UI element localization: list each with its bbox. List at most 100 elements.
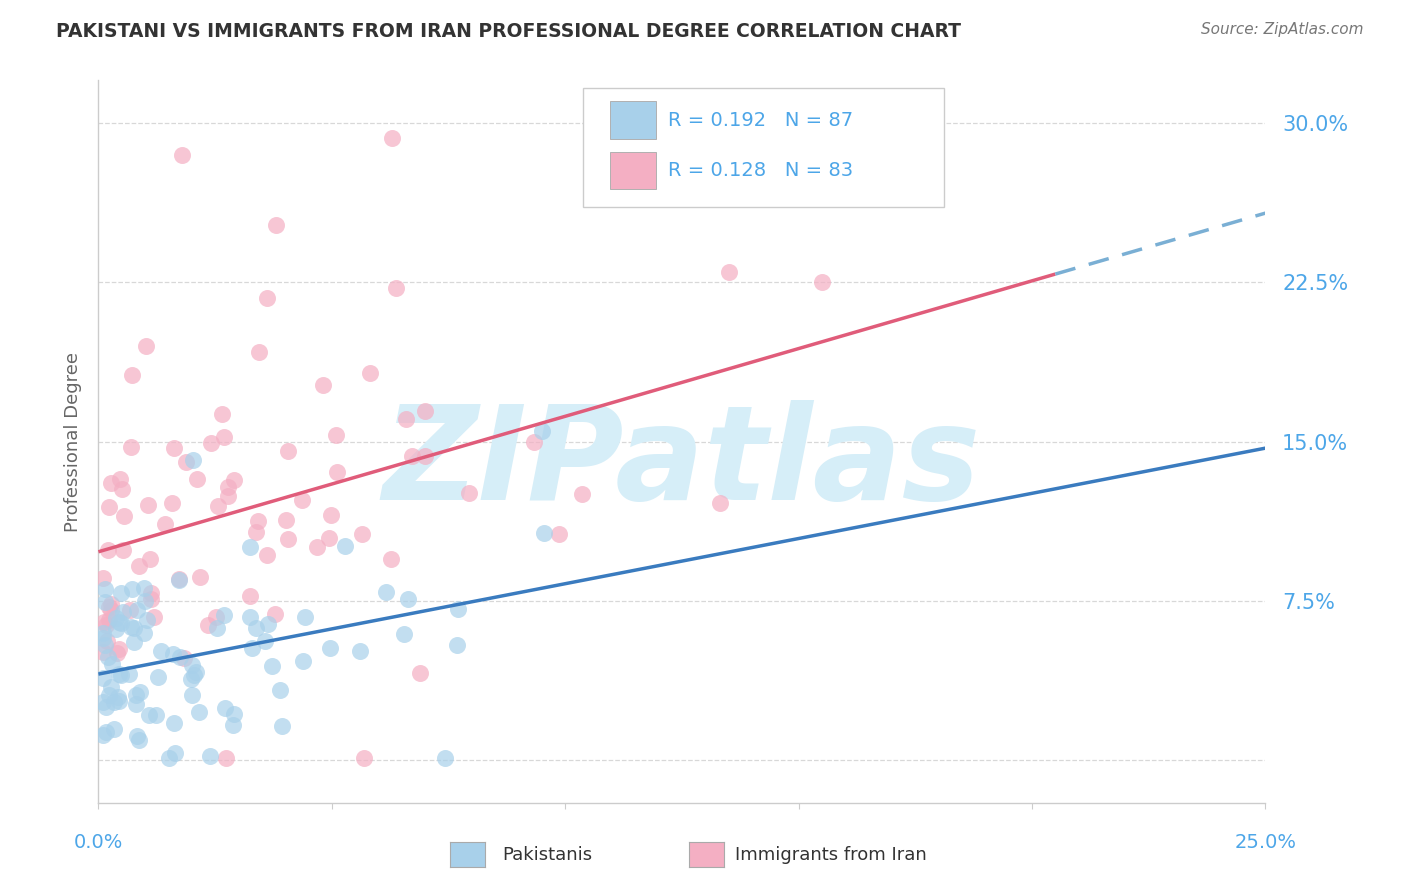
Point — [447, 602, 470, 616]
Point — [433, 751, 456, 765]
Point — [111, 482, 134, 496]
Point — [100, 603, 122, 617]
Point — [184, 665, 207, 680]
Point — [121, 582, 143, 596]
Point — [276, 513, 298, 527]
FancyBboxPatch shape — [610, 152, 657, 189]
Point — [107, 690, 129, 705]
Point — [717, 264, 740, 278]
Point — [128, 558, 150, 573]
Point — [245, 622, 267, 636]
Point — [530, 424, 553, 438]
Point — [205, 621, 228, 635]
Point — [181, 657, 204, 672]
Text: R = 0.192   N = 87: R = 0.192 N = 87 — [668, 111, 853, 129]
Point — [139, 552, 162, 566]
Point — [318, 531, 340, 545]
Point — [188, 570, 211, 584]
Point — [217, 489, 239, 503]
Text: R = 0.128   N = 83: R = 0.128 N = 83 — [668, 161, 853, 180]
Point — [163, 746, 186, 760]
Point — [121, 368, 143, 382]
Point — [97, 500, 120, 515]
Point — [211, 407, 233, 421]
Point — [138, 708, 160, 723]
Point — [101, 657, 124, 671]
Point — [122, 635, 145, 649]
Point — [375, 585, 398, 599]
Point — [93, 615, 115, 629]
Point — [104, 611, 127, 625]
Point — [128, 732, 150, 747]
Point — [239, 589, 262, 603]
Point — [205, 610, 228, 624]
Point — [132, 626, 155, 640]
Point — [291, 654, 314, 668]
Point — [257, 617, 280, 632]
Point — [94, 595, 117, 609]
Point — [198, 749, 221, 764]
Point — [163, 716, 186, 731]
Point — [325, 428, 347, 442]
Point — [239, 609, 262, 624]
Point — [326, 466, 349, 480]
Point — [392, 627, 415, 641]
Point — [181, 452, 204, 467]
Point — [135, 339, 157, 353]
Point — [91, 695, 114, 709]
Point — [122, 621, 145, 635]
Point — [125, 729, 148, 743]
Text: Source: ZipAtlas.com: Source: ZipAtlas.com — [1201, 22, 1364, 37]
Point — [305, 540, 328, 554]
Point — [97, 613, 120, 627]
Point — [176, 455, 198, 469]
Point — [240, 640, 263, 655]
Point — [311, 378, 333, 392]
Point — [413, 449, 436, 463]
Point — [162, 647, 184, 661]
Point — [91, 728, 114, 742]
Point — [120, 603, 142, 617]
Point — [110, 615, 132, 630]
Point — [139, 591, 162, 606]
Point — [264, 218, 287, 232]
Point — [91, 626, 114, 640]
Point — [169, 572, 191, 586]
Point — [104, 622, 127, 636]
Text: PAKISTANI VS IMMIGRANTS FROM IRAN PROFESSIONAL DEGREE CORRELATION CHART: PAKISTANI VS IMMIGRANTS FROM IRAN PROFES… — [56, 22, 962, 41]
Point — [181, 688, 204, 702]
Point — [239, 540, 262, 554]
Point — [260, 658, 283, 673]
Point — [381, 130, 404, 145]
Point — [124, 697, 146, 711]
Point — [111, 606, 134, 620]
Point — [200, 436, 222, 450]
Point — [146, 670, 169, 684]
Text: 0.0%: 0.0% — [73, 833, 124, 853]
Point — [187, 705, 209, 719]
Point — [169, 649, 191, 664]
Point — [141, 586, 163, 600]
Point — [349, 644, 371, 658]
Point — [256, 549, 278, 563]
Point — [214, 701, 236, 715]
Point — [276, 443, 298, 458]
Y-axis label: Professional Degree: Professional Degree — [63, 351, 82, 532]
Point — [167, 573, 190, 587]
Point — [100, 597, 122, 611]
Point — [291, 493, 314, 508]
Text: Pakistanis: Pakistanis — [502, 846, 592, 863]
Point — [91, 671, 114, 685]
Point — [352, 526, 374, 541]
Point — [149, 644, 172, 658]
Point — [446, 638, 468, 652]
Point — [359, 367, 381, 381]
Point — [110, 586, 132, 600]
Point — [103, 695, 125, 709]
Point — [96, 634, 118, 648]
Point — [108, 615, 131, 629]
Point — [247, 345, 270, 359]
Point — [215, 751, 238, 765]
Point — [409, 665, 432, 680]
Point — [96, 725, 118, 739]
